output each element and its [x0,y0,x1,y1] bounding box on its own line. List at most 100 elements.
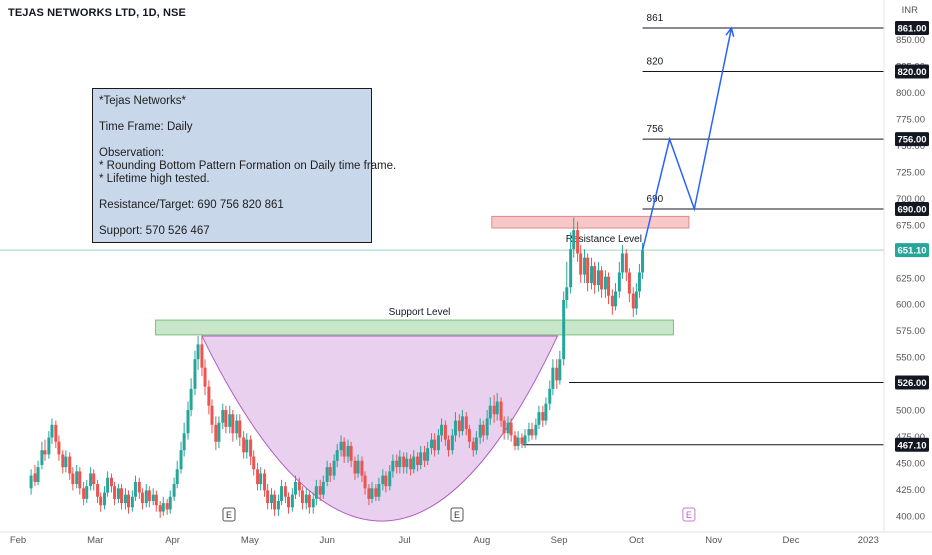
candle [576,221,580,262]
candle [374,484,378,501]
candle [186,401,190,440]
candle-body [126,494,130,508]
price-tag-467.1: 467.10 [895,437,929,452]
candle-body [516,437,520,446]
x-tick-label: Nov [705,535,722,546]
candle [179,441,183,474]
candle-body [196,344,200,360]
candle-body [307,494,311,508]
price-tag-467.1-text: 467.10 [897,440,926,451]
candle-body [426,448,430,461]
candle [398,450,402,474]
x-tick-label: Feb [10,535,26,546]
analysis-note: *Tejas Networks* Time Frame: Daily Obser… [92,88,396,243]
candle [562,291,566,366]
candle-body [99,496,103,506]
candle [99,492,103,512]
earnings-badge [222,507,236,522]
candle [596,261,600,292]
candle-body [471,441,475,451]
candle-body [492,405,496,415]
x-tick-label: Aug [473,535,490,546]
candle [43,439,47,461]
note-resistance-target: Resistance/Target: 690 756 820 861 [99,199,284,211]
candle [57,435,61,461]
candle [436,429,440,455]
candle-body [576,230,580,254]
projection-path [641,27,733,251]
resistance-zone [491,215,690,229]
candle-body [617,272,621,292]
candle [263,469,267,497]
candle [318,479,322,501]
note-observation-2: * Lifetime high tested. [99,173,210,185]
candle [523,429,527,449]
candle-body [103,492,107,506]
candle-body [562,299,566,360]
earnings-marker[interactable]: E [222,507,236,522]
candle [440,418,444,442]
candle [96,479,100,504]
candle-body [214,424,218,442]
candle [381,469,385,491]
candle [600,266,604,298]
candle [506,416,510,440]
symbol-title: TEJAS NETWORKS LTD, 1D, NSE [8,7,186,19]
candle [154,490,158,512]
candle-body [50,424,54,438]
candle [116,484,120,504]
candle-body [499,401,503,421]
candle [235,414,239,440]
candle [457,414,461,438]
support-zone-label: Support Level [389,307,451,318]
candle-body [106,477,110,493]
earnings-marker[interactable]: E [682,507,696,522]
candle [339,435,343,457]
candle [569,232,573,294]
candle [287,492,291,514]
candle [210,399,214,434]
candle-body [280,486,284,501]
candle-body [203,367,207,387]
candle [71,467,75,491]
candle [196,335,200,370]
candle [217,416,221,449]
candle-body [92,473,96,485]
price-tag-756-bg [895,132,929,147]
candle [283,481,287,504]
candle [624,249,628,281]
candle [189,378,193,417]
candle [613,283,617,311]
candle [433,433,437,457]
candle-body [238,420,242,438]
candle-body [120,488,124,504]
candle-body [443,424,447,440]
candle-body [304,494,308,504]
y-tick-label: 425.00 [896,485,925,496]
candle [68,452,72,480]
candle [89,467,93,491]
candle-body [377,484,381,497]
candle-body [419,452,423,466]
candle [492,395,496,423]
current-price-tag: 651.10 [895,243,929,258]
earnings-marker[interactable]: E [450,507,464,522]
candle-body [603,276,607,290]
candle [269,488,273,510]
rounding-bottom-pattern [201,335,559,522]
candle-body [381,475,385,485]
x-tick-label: Sep [551,535,568,546]
candle-body [64,456,68,468]
candle-body [634,291,638,309]
candle-body [109,477,113,487]
candle [610,289,614,315]
candle-body [154,494,158,506]
candle [593,261,597,294]
candle-body [245,439,249,453]
candle [120,484,124,510]
candle-body [353,460,357,474]
candle [54,420,58,449]
candle [544,397,548,425]
